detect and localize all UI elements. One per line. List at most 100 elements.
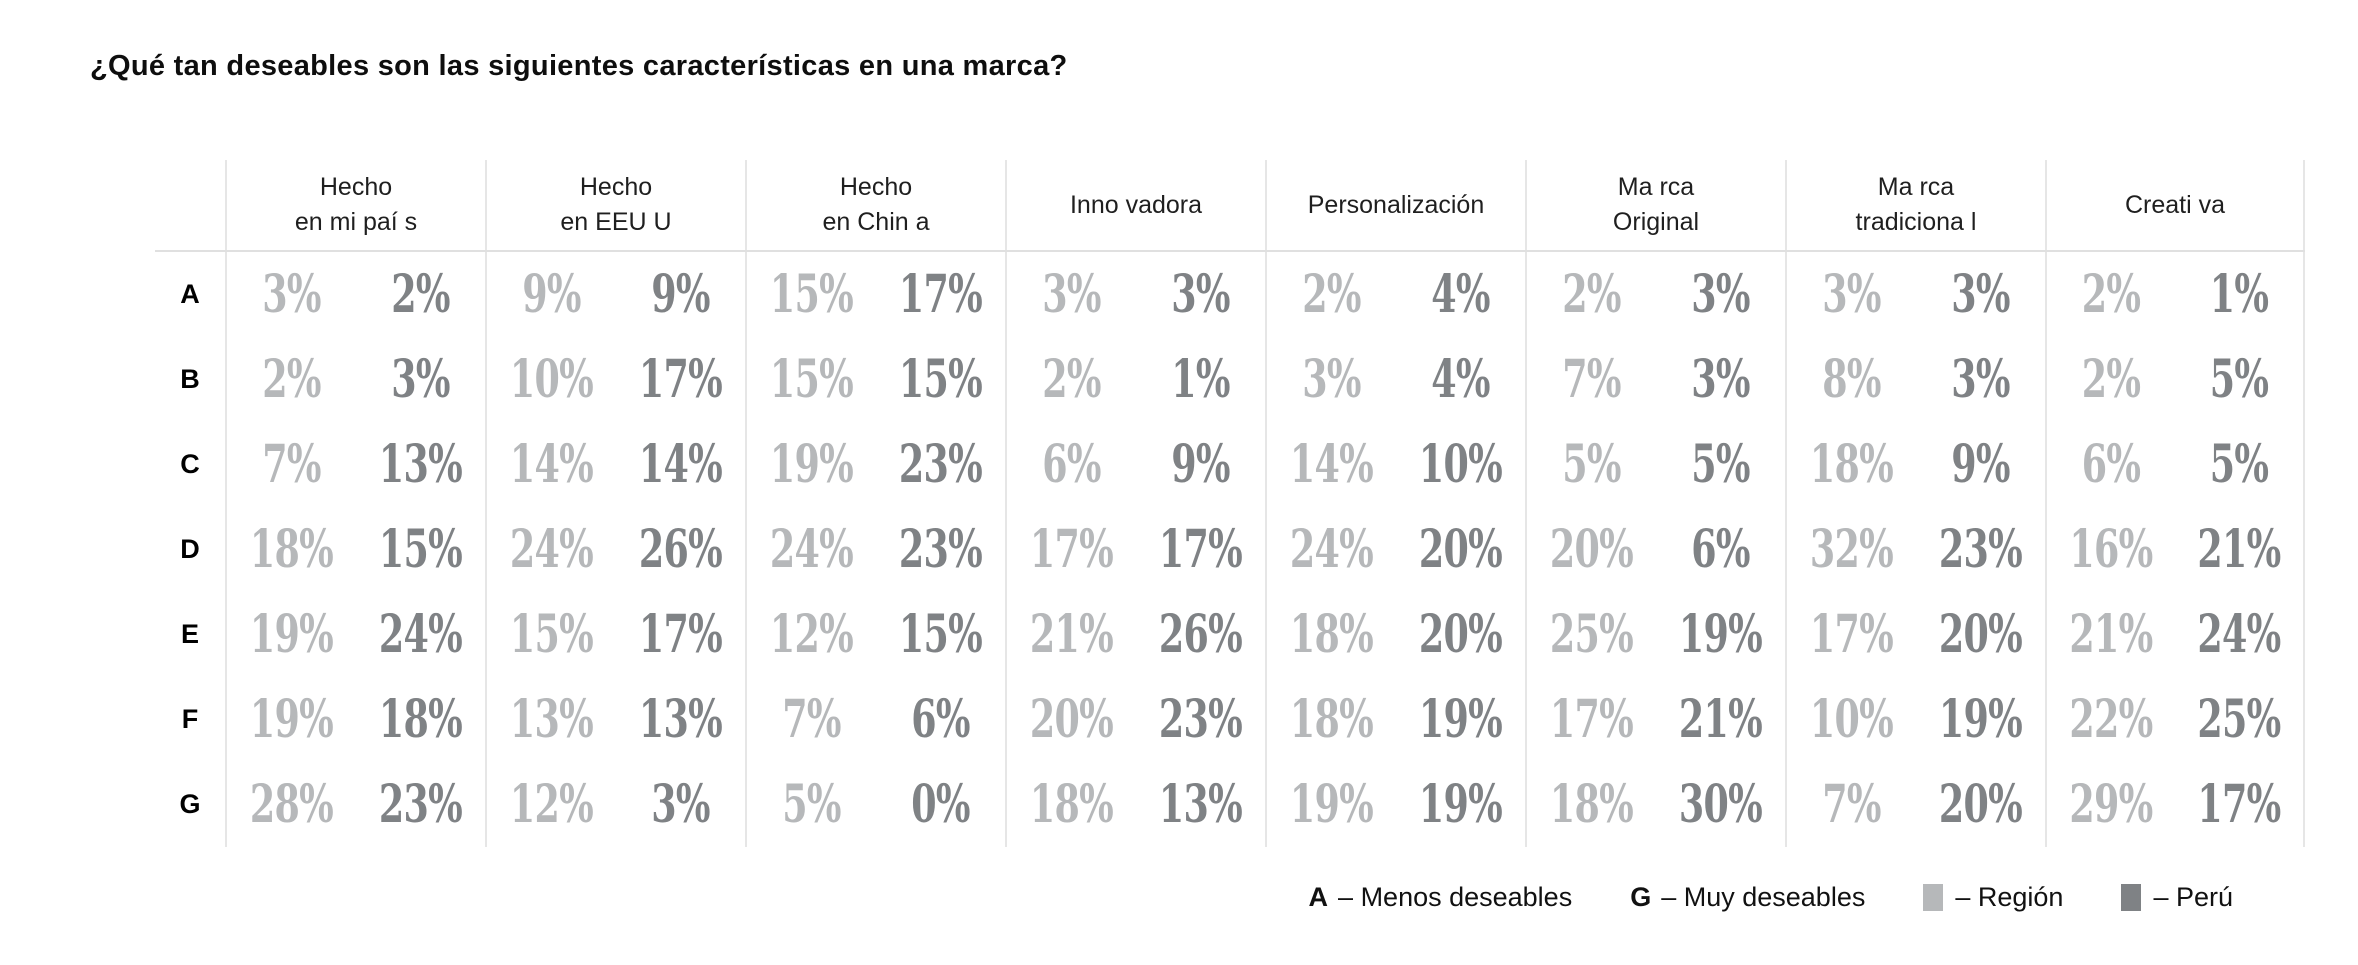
row-label: C	[180, 449, 200, 479]
table-row: C 7% 13% 14% 14% 19% 23% 6% 9% 14% 10% 5% 5% 18% 9% 6% 5…	[155, 422, 2305, 507]
table-cell: 2% 4%	[1265, 252, 1525, 337]
table-cell: 24% 26%	[485, 507, 745, 592]
peru-value: 9%	[1171, 434, 1230, 495]
peru-value: 14%	[638, 434, 723, 495]
region-value: 32%	[1809, 519, 1894, 580]
region-value: 13%	[509, 689, 594, 750]
peru-value: 9%	[1951, 434, 2010, 495]
region-value: 10%	[509, 349, 594, 410]
table-header-row: Hecho en mi paí s Hecho en EEU U Hecho en Chi…	[155, 160, 2305, 252]
table-cell: 7% 20%	[1785, 762, 2045, 847]
table-cell: 32% 23%	[1785, 507, 2045, 592]
legend-text-peru: – Perú	[2153, 882, 2233, 912]
table-cell: 18% 15%	[225, 507, 485, 592]
column-header-line: Original	[1612, 208, 1700, 236]
peru-value: 23%	[378, 774, 463, 835]
table-cell: 25% 19%	[1525, 592, 1785, 677]
peru-value: 5%	[2209, 349, 2269, 410]
legend-item-region: – Región	[1923, 882, 2063, 913]
region-value: 14%	[509, 434, 594, 495]
table-cell: 18% 30%	[1525, 762, 1785, 847]
legend-item-peru: – Perú	[2121, 882, 2233, 913]
table-cell: 19% 18%	[225, 677, 485, 762]
region-swatch	[1923, 884, 1944, 911]
peru-value: 15%	[898, 604, 983, 665]
region-value: 3%	[1302, 349, 1361, 410]
table-cell: 10% 17%	[485, 337, 745, 422]
table-row: G 28% 23% 12% 3% 5% 0% 18% 13% 19% 19% 18% 30% 7% 20% 2…	[155, 762, 2305, 847]
region-value: 2%	[2081, 349, 2141, 410]
table-cell: 17% 17%	[1005, 507, 1265, 592]
column-header-line: en mi paí s	[294, 208, 418, 236]
row-label: D	[180, 534, 200, 564]
table-row: D 18% 15% 24% 26% 24% 23% 17% 17% 24% 20% 20% 6% 32% 2…	[155, 507, 2305, 592]
peru-value: 1%	[2209, 264, 2269, 325]
column-header-line: Ma rca	[1617, 173, 1695, 201]
region-value: 3%	[1822, 264, 1881, 325]
region-value: 3%	[262, 264, 321, 325]
row-label: A	[180, 279, 200, 309]
table-cell: 17% 20%	[1785, 592, 2045, 677]
region-value: 29%	[2069, 774, 2153, 835]
peru-value: 17%	[638, 349, 723, 410]
region-value: 9%	[522, 264, 581, 325]
region-value: 19%	[1289, 774, 1374, 835]
table-cell: 24% 23%	[745, 507, 1005, 592]
column-header-line: tradiciona l	[1855, 208, 1977, 236]
region-value: 7%	[1562, 349, 1621, 410]
region-value: 6%	[1042, 434, 1101, 495]
peru-value: 3%	[651, 774, 710, 835]
region-value: 7%	[782, 689, 841, 750]
region-value: 17%	[1809, 604, 1894, 665]
peru-value: 10%	[1418, 434, 1503, 495]
region-value: 18%	[249, 519, 334, 580]
peru-value: 23%	[898, 434, 983, 495]
table-cell: 8% 3%	[1785, 337, 2045, 422]
region-value: 2%	[1042, 349, 1101, 410]
peru-swatch	[2121, 884, 2142, 911]
table-cell: 18% 13%	[1005, 762, 1265, 847]
region-value: 14%	[1289, 434, 1374, 495]
peru-value: 17%	[898, 264, 983, 325]
row-label: G	[179, 789, 201, 819]
peru-value: 19%	[1678, 604, 1763, 665]
peru-value: 23%	[1158, 689, 1243, 750]
column-header-line: en EEU U	[560, 208, 672, 236]
table-cell: 19% 19%	[1265, 762, 1525, 847]
region-value: 6%	[2081, 434, 2141, 495]
region-value: 20%	[1029, 689, 1114, 750]
peru-value: 30%	[1678, 774, 1763, 835]
column-header-line: Hecho	[579, 173, 653, 201]
region-value: 21%	[2069, 604, 2153, 665]
table-cell: 7% 13%	[225, 422, 485, 507]
legend-key-g: G	[1630, 882, 1652, 912]
peru-value: 21%	[1678, 689, 1763, 750]
peru-value: 5%	[2209, 434, 2269, 495]
peru-value: 19%	[1938, 689, 2023, 750]
table-cell: 14% 14%	[485, 422, 745, 507]
region-value: 15%	[769, 349, 854, 410]
legend-item-a: A – Menos deseables	[1309, 882, 1573, 913]
table-cell: 15% 17%	[745, 252, 1005, 337]
peru-value: 20%	[1418, 604, 1503, 665]
peru-value: 13%	[638, 689, 723, 750]
table-cell: 28% 23%	[225, 762, 485, 847]
region-value: 8%	[1822, 349, 1881, 410]
row-label: E	[180, 619, 199, 649]
region-value: 25%	[1549, 604, 1634, 665]
peru-value: 3%	[1691, 264, 1750, 325]
table-row: F 19% 18% 13% 13% 7% 6% 20% 23% 18% 19% 17% 21% 10% 19…	[155, 677, 2305, 762]
table-cell: 18% 20%	[1265, 592, 1525, 677]
table-cell: 16% 21%	[2045, 507, 2305, 592]
peru-value: 20%	[1938, 774, 2023, 835]
region-value: 16%	[2069, 519, 2153, 580]
table-cell: 3% 4%	[1265, 337, 1525, 422]
legend-text-a: – Menos deseables	[1338, 882, 1573, 912]
column-header-line: Hecho	[839, 173, 913, 201]
region-value: 17%	[1549, 689, 1634, 750]
table-cell: 5% 5%	[1525, 422, 1785, 507]
region-value: 18%	[1289, 604, 1374, 665]
table-cell: 20% 6%	[1525, 507, 1785, 592]
peru-value: 13%	[1158, 774, 1243, 835]
